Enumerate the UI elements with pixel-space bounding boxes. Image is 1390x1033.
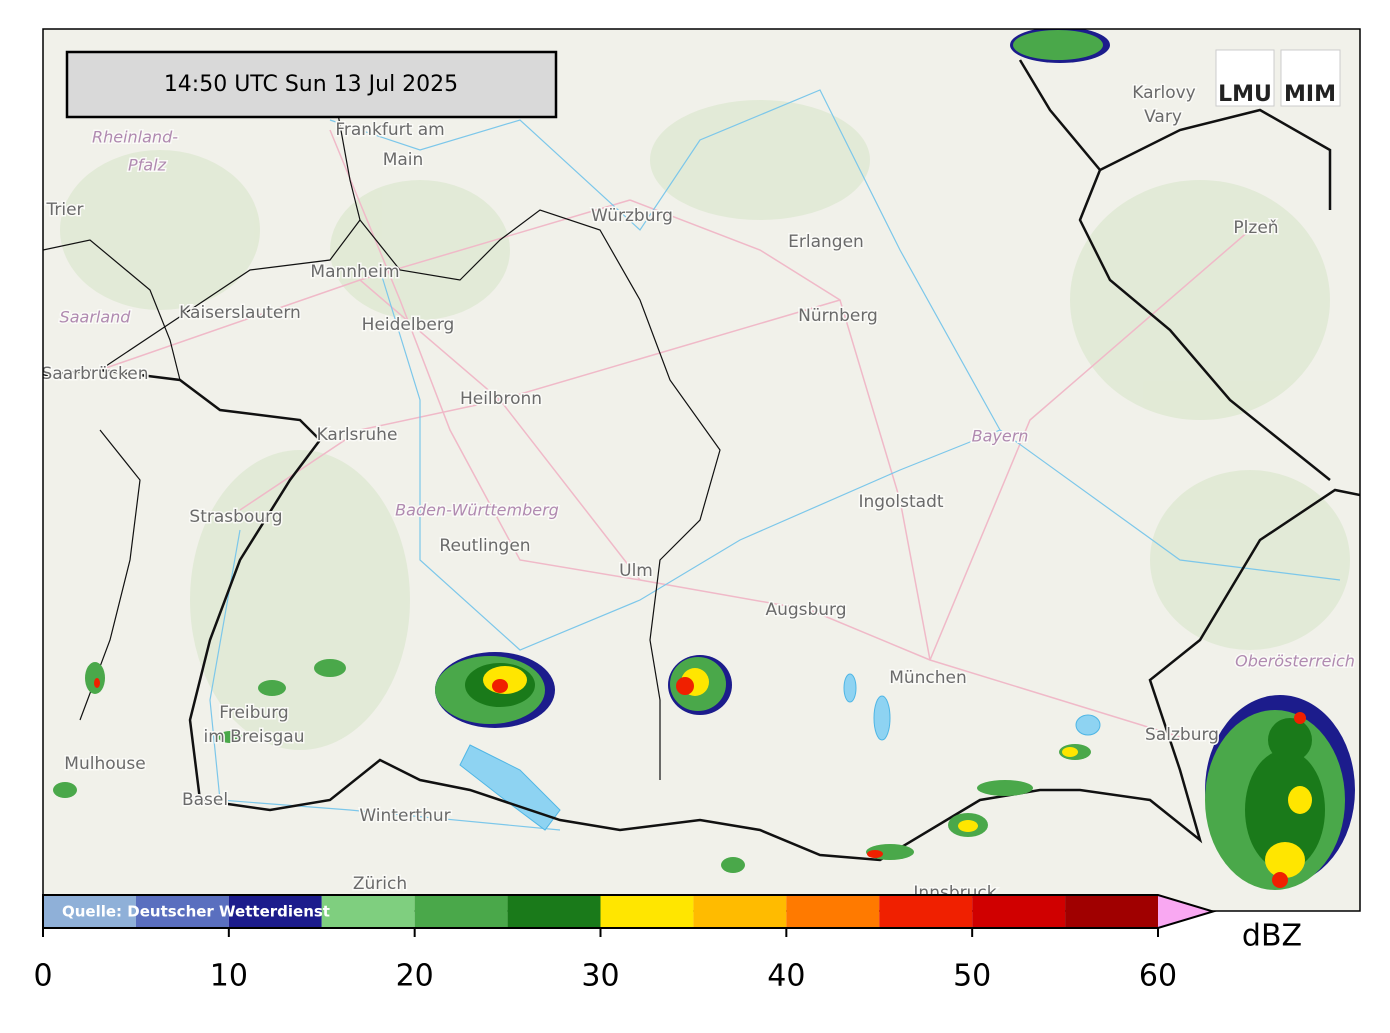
place-label: Main <box>383 150 424 170</box>
lakes <box>459 673 1101 831</box>
region-label: Rheinland- <box>92 128 178 147</box>
region-label: Baden-Württemberg <box>395 501 559 520</box>
colorbar-segment <box>135 895 229 928</box>
colorbar-segment <box>507 895 601 928</box>
colorbar-segment <box>321 895 415 928</box>
region-label: Bayern <box>972 427 1029 446</box>
place-label: Karlsruhe <box>317 425 398 445</box>
forest-areas <box>60 100 1350 750</box>
place-label: Würzburg <box>591 206 673 226</box>
colorbar-segment <box>879 895 973 928</box>
place-label: Strasbourg <box>189 507 282 527</box>
place-label: Kaiserslautern <box>179 303 301 323</box>
region-label: Saarland <box>60 308 132 327</box>
place-label: Karlovy <box>1132 83 1196 103</box>
logo-box <box>1280 49 1341 107</box>
place-label: Erlangen <box>788 232 864 252</box>
place-label: im Breisgau <box>204 727 305 747</box>
colorbar-segment <box>43 895 136 928</box>
colorbar-extend <box>1158 895 1213 928</box>
map: Frankfurt am Main Trier Kaiserslautern Mannh… <box>42 29 1360 911</box>
place-label: Heidelberg <box>362 315 455 335</box>
logo-mim: MIM <box>1284 82 1336 107</box>
colorbar-segment <box>693 895 787 928</box>
place-label: Heilbronn <box>460 389 542 409</box>
colorbar-segment <box>972 895 1066 928</box>
place-label: Winterthur <box>359 806 450 826</box>
place-label: Ulm <box>619 561 653 581</box>
colorbar-tick-label: 50 <box>953 959 991 994</box>
rivers <box>209 89 1341 831</box>
timestamp-box <box>65 50 558 119</box>
timestamp: 14:50 UTC Sun 13 Jul 2025 <box>164 72 458 97</box>
region-label: Oberösterreich <box>1235 652 1355 671</box>
colorbar-tick-label: 0 <box>33 959 52 994</box>
colorbar-segment <box>600 895 694 928</box>
place-label: Augsburg <box>765 600 846 620</box>
colorbar-segment <box>786 895 880 928</box>
source-credit: Quelle: Deutscher Wetterdienst <box>62 903 330 921</box>
roads <box>99 129 1251 741</box>
place-label: Plzeň <box>1233 218 1278 238</box>
place-label: Basel <box>182 790 228 810</box>
place-label: Ingolstadt <box>858 492 943 512</box>
place-label: Nürnberg <box>798 306 878 326</box>
place-label: Mannheim <box>310 262 399 282</box>
place-label: Vary <box>1144 107 1182 127</box>
place-label: Zürich <box>353 874 407 894</box>
place-label: Salzburg <box>1145 725 1219 745</box>
colorbar-segment <box>414 895 508 928</box>
place-label: Mulhouse <box>64 754 145 774</box>
colorbar-unit: dBZ <box>1242 919 1302 954</box>
colorbar-segment <box>1065 895 1158 928</box>
place-label: Trier <box>45 200 83 220</box>
colorbar-tick-label: 30 <box>581 959 619 994</box>
borders <box>43 59 1360 862</box>
colorbar-tick-label: 60 <box>1139 959 1177 994</box>
place-label: Saarbrücken <box>42 364 149 384</box>
colorbar-tick-label: 10 <box>210 959 248 994</box>
place-label: München <box>889 668 967 688</box>
region-label: Pfalz <box>128 156 167 175</box>
colorbar-tick-label: 20 <box>396 959 434 994</box>
place-label: Reutlingen <box>439 536 530 556</box>
logo-box <box>1215 49 1275 107</box>
logo-lmu: LMU <box>1218 82 1272 107</box>
colorbar-outline <box>42 894 1217 929</box>
colorbar-segment <box>228 895 322 928</box>
place-label: Freiburg <box>219 703 288 723</box>
colorbar: 0 10 20 30 40 50 60 <box>33 894 1217 994</box>
place-label: Frankfurt am <box>335 120 444 140</box>
radar-echoes <box>53 29 1355 890</box>
colorbar-tick-label: 40 <box>767 959 805 994</box>
